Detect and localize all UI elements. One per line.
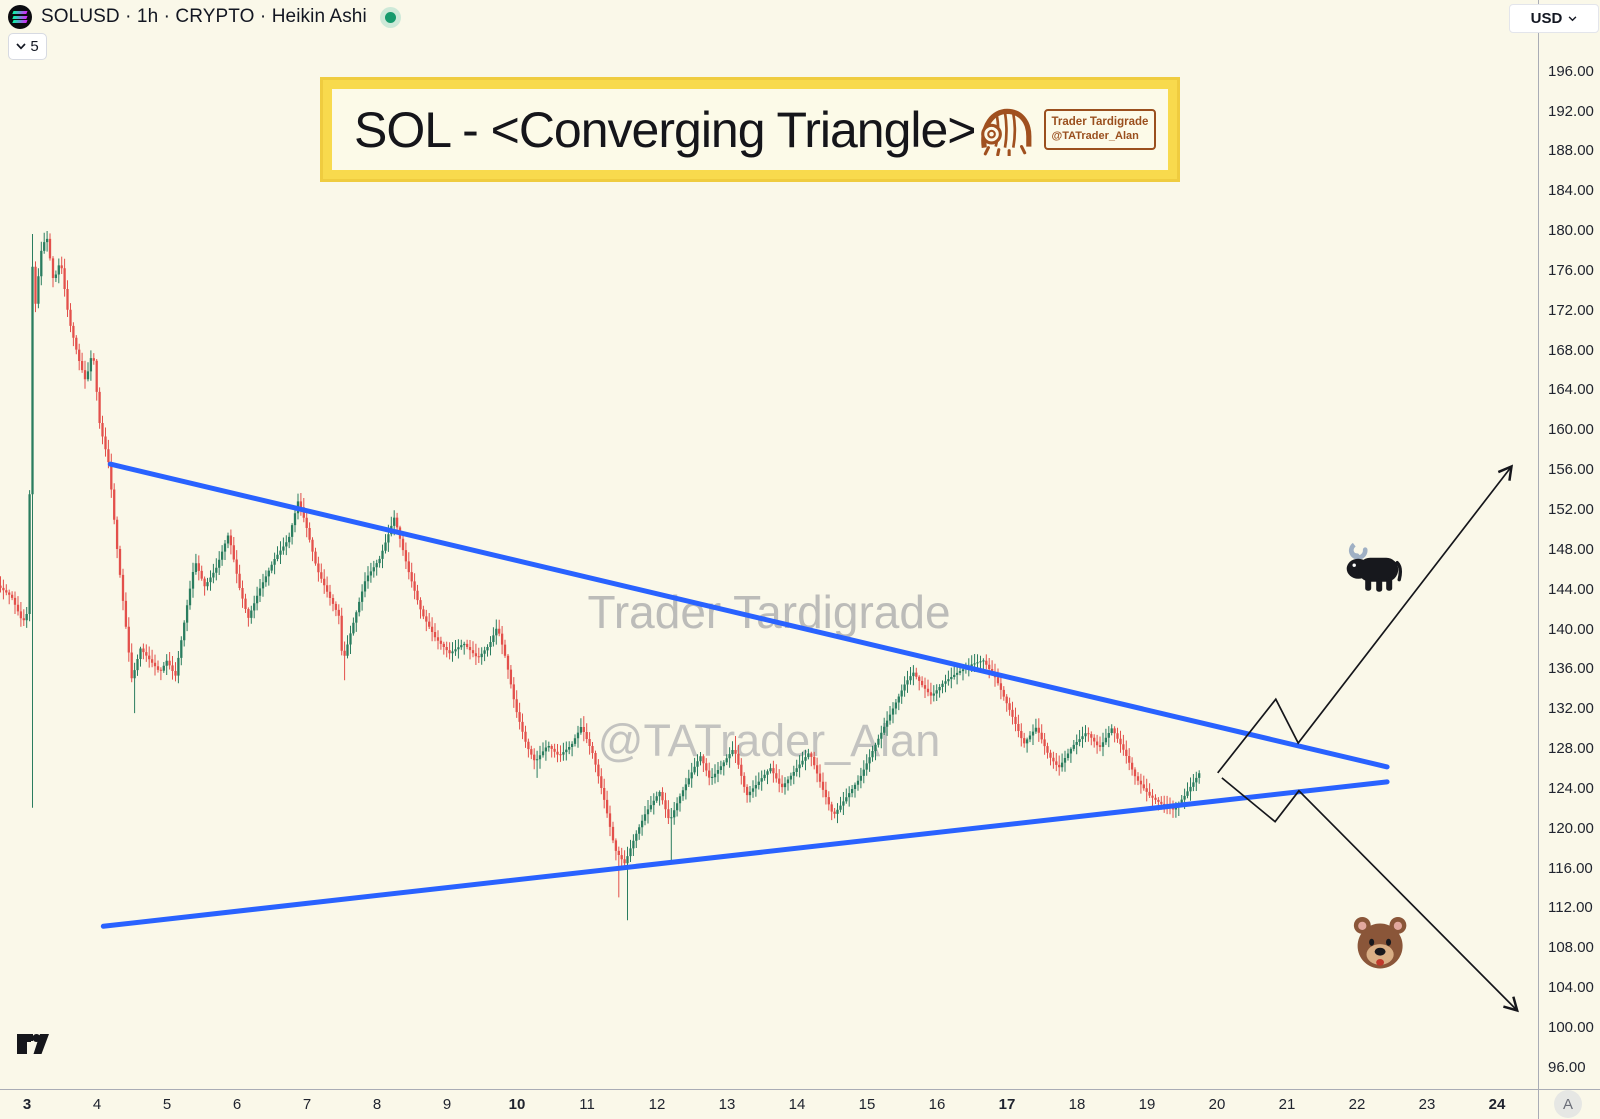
bear-emoji-icon[interactable] [1353,916,1407,969]
time-tick-label: 10 [508,1096,526,1113]
trendline-upper-resistance[interactable] [107,461,1390,770]
time-tick-label: 14 [788,1096,806,1113]
price-tick-label: 120.00 [1548,819,1594,837]
badge-line1: Trader Tardigrade [1051,116,1149,129]
symbol-title[interactable]: SOLUSD · 1h · CRYPTO · Heikin Ashi [41,6,367,27]
chart-note-banner[interactable]: SOL - <Converging Triangle> Trader Tardi… [320,77,1180,182]
price-tick-label: 144.00 [1548,580,1594,598]
price-tick-label: 192.00 [1548,102,1594,120]
badge-line2: @TATrader_Alan [1051,129,1139,142]
bull-emoji-icon[interactable] [1346,542,1403,592]
price-tick-label: 168.00 [1548,341,1594,359]
time-tick-label: 16 [928,1096,946,1113]
price-tick-label: 180.00 [1548,222,1594,240]
time-tick-label: 24 [1488,1096,1506,1113]
price-tick-label: 116.00 [1548,859,1593,877]
time-tick-label: 3 [22,1096,32,1113]
price-tick-label: 96.00 [1548,1058,1586,1076]
currency-dropdown[interactable]: USD [1509,4,1599,33]
market-status-dot-icon[interactable] [379,6,401,28]
banner-badge: Trader Tardigrade @TATrader_Alan [1043,109,1157,150]
price-tick-label: 140.00 [1548,620,1594,638]
chevron-down-icon [1568,15,1577,21]
price-tick-label: 188.00 [1548,142,1594,160]
time-tick-label: 5 [162,1096,172,1113]
symbol-header[interactable]: SOLUSD · 1h · CRYPTO · Heikin Ashi [8,5,401,29]
breakout-projection-arrows[interactable] [1217,464,1519,1013]
price-axis[interactable]: 196.00 192.00 188.00 184.00 180.00 176.00 172.… [1539,0,1600,1089]
price-tick-label: 160.00 [1548,421,1594,439]
time-tick-label: 6 [232,1096,242,1113]
auto-scale-button[interactable]: A [1554,1090,1582,1118]
time-tick-label: 17 [998,1096,1016,1113]
price-tick-label: 152.00 [1548,500,1594,518]
banner-title: SOL - <Converging Triangle> [354,101,977,158]
tradingview-logo[interactable] [16,1030,50,1058]
triangle-trendlines[interactable] [100,461,1390,929]
time-axis-separator [0,1089,1600,1090]
time-tick-label: 23 [1418,1096,1436,1113]
time-tick-label: 11 [579,1096,595,1113]
candle-wicks-down [0,233,1174,898]
auto-scale-label: A [1562,1095,1573,1113]
price-tick-label: 100.00 [1548,1018,1594,1036]
price-tick-label: 108.00 [1548,939,1594,957]
time-tick-label: 13 [718,1096,736,1113]
price-chart-canvas[interactable] [0,0,1538,1089]
time-tick-label: 15 [858,1096,876,1113]
price-tick-label: 184.00 [1548,182,1594,200]
price-tick-label: 132.00 [1548,700,1594,718]
trendline-lower-support[interactable] [100,779,1390,929]
currency-label: USD [1530,10,1563,27]
time-tick-label: 22 [1348,1096,1366,1113]
time-tick-label: 20 [1208,1096,1226,1113]
price-tick-label: 164.00 [1548,381,1594,399]
time-tick-label: 18 [1068,1096,1086,1113]
time-tick-label: 8 [372,1096,382,1113]
price-tick-label: 148.00 [1548,540,1594,558]
time-tick-label: 12 [648,1096,666,1113]
price-tick-label: 124.00 [1548,779,1594,797]
time-tick-label: 4 [92,1096,102,1113]
price-tick-label: 196.00 [1548,62,1594,80]
time-tick-label: 19 [1138,1096,1156,1113]
price-tick-label: 176.00 [1548,261,1594,279]
price-axis-separator [1538,0,1539,1119]
price-tick-label: 128.00 [1548,740,1594,757]
price-tick-label: 104.00 [1548,979,1594,996]
time-tick-label: 9 [442,1096,452,1113]
indicator-count-label: 5 [30,38,39,55]
indicators-collapse-button[interactable]: 5 [8,33,47,60]
solana-logo-icon [8,5,32,29]
price-tick-label: 156.00 [1548,461,1594,479]
tardigrade-logo-icon [980,108,1031,156]
candle-bodies-up [25,238,1201,864]
time-tick-label: 7 [302,1096,312,1113]
projection-bearish-breakdown[interactable] [1221,777,1519,1013]
projection-bullish-breakout[interactable] [1217,464,1514,774]
price-tick-label: 172.00 [1548,301,1594,319]
price-tick-label: 112.00 [1548,899,1593,917]
time-axis[interactable]: 3 4 5 6 7 8 9 10 11 12 13 14 15 16 17 18 19 20 21 22 23 24 [0,1090,1538,1119]
price-tick-label: 136.00 [1548,660,1594,678]
chevron-down-icon [16,43,26,50]
candle-bodies-down [0,238,1175,864]
time-tick-label: 21 [1278,1096,1296,1113]
